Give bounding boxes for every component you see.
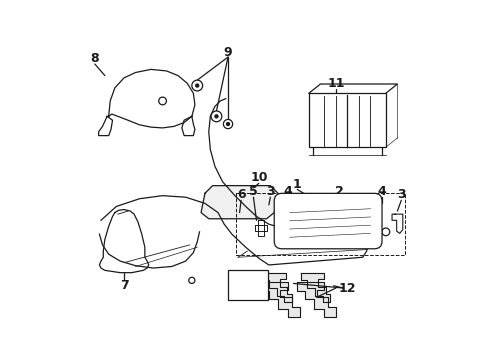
Polygon shape xyxy=(301,273,330,302)
Circle shape xyxy=(226,122,229,126)
Polygon shape xyxy=(258,220,264,236)
Text: 3: 3 xyxy=(397,188,406,201)
Text: 9: 9 xyxy=(224,46,232,59)
Polygon shape xyxy=(182,116,195,136)
Text: 2: 2 xyxy=(335,185,344,198)
Text: 10: 10 xyxy=(250,171,268,184)
Text: 7: 7 xyxy=(120,279,128,292)
FancyBboxPatch shape xyxy=(309,93,386,147)
Polygon shape xyxy=(101,99,369,265)
Text: 8: 8 xyxy=(91,52,99,65)
Polygon shape xyxy=(255,225,268,231)
Polygon shape xyxy=(392,214,403,233)
Polygon shape xyxy=(109,69,195,128)
Circle shape xyxy=(192,80,203,91)
Bar xyxy=(228,270,268,300)
Polygon shape xyxy=(201,186,278,219)
FancyBboxPatch shape xyxy=(274,193,382,249)
Circle shape xyxy=(382,228,390,236)
Text: 6: 6 xyxy=(237,188,245,201)
Circle shape xyxy=(196,84,199,87)
Text: 1: 1 xyxy=(293,177,302,190)
Polygon shape xyxy=(263,273,292,302)
Circle shape xyxy=(189,277,195,283)
Circle shape xyxy=(223,120,233,129)
Polygon shape xyxy=(99,210,149,273)
Text: 11: 11 xyxy=(327,77,344,90)
Circle shape xyxy=(211,111,222,122)
Circle shape xyxy=(215,115,218,118)
Text: 12: 12 xyxy=(339,282,356,294)
Text: 4: 4 xyxy=(283,185,292,198)
Text: 4: 4 xyxy=(378,185,387,198)
Text: 5: 5 xyxy=(249,185,258,198)
Text: 3: 3 xyxy=(266,185,275,198)
Polygon shape xyxy=(297,282,336,316)
Polygon shape xyxy=(261,282,300,316)
Circle shape xyxy=(159,97,167,105)
Polygon shape xyxy=(98,116,113,136)
